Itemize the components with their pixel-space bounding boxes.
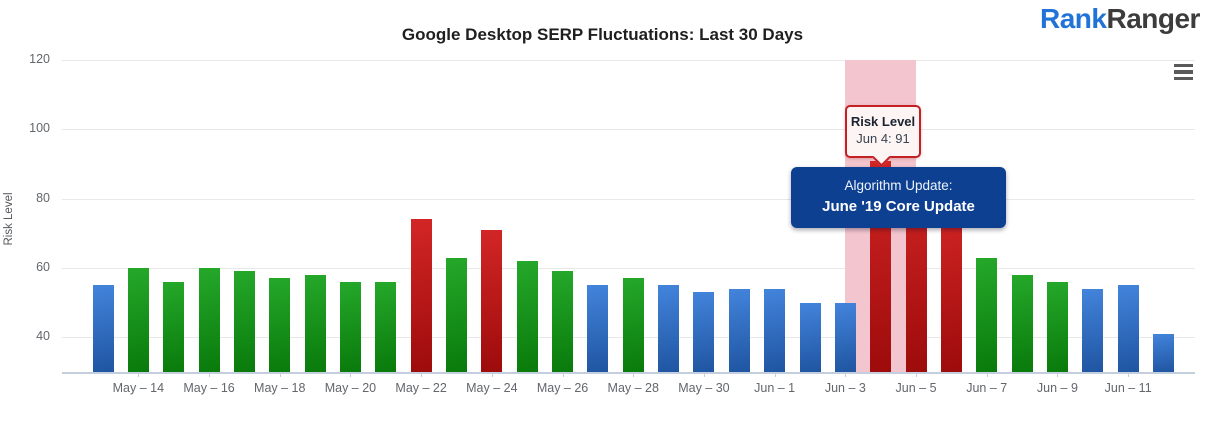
x-tick-mark: [633, 372, 635, 377]
x-tick-label-6: May – 24: [466, 381, 518, 395]
x-tick-label-3: May – 18: [254, 381, 306, 395]
bar-may-17[interactable]: [233, 271, 255, 372]
hamburger-menu-icon[interactable]: [1174, 64, 1193, 80]
bar-jun-12[interactable]: [1153, 333, 1174, 372]
x-tick-label-11: Jun – 3: [824, 381, 866, 395]
x-tick-mark: [491, 372, 493, 377]
bar-may-21[interactable]: [375, 281, 397, 372]
tooltip-title: Risk Level: [850, 114, 916, 129]
x-tick-mark: [138, 372, 140, 377]
bar-may-25[interactable]: [516, 261, 538, 372]
x-tick-label-12: Jun – 5: [895, 381, 937, 395]
x-axis-line: [62, 372, 1195, 374]
bar-jun-1[interactable]: [764, 288, 786, 372]
x-tick-label-7: May – 26: [536, 381, 589, 395]
bar-may-23[interactable]: [446, 257, 467, 372]
x-tick-label-5: May – 22: [395, 381, 447, 395]
x-tick-mark: [562, 372, 564, 377]
bar-jun-10[interactable]: [1082, 288, 1104, 372]
x-tick-mark: [1057, 372, 1059, 377]
bar-may-19[interactable]: [304, 274, 326, 372]
bar-may-20[interactable]: [339, 281, 361, 372]
x-tick-label-2: May – 16: [183, 381, 235, 395]
bar-jun-3[interactable]: [834, 302, 856, 372]
bar-jun-7[interactable]: [976, 257, 998, 372]
x-tick-label-13: Jun – 7: [966, 381, 1008, 395]
bar-may-18[interactable]: [269, 278, 291, 372]
gridline-80: [62, 198, 1195, 200]
x-tick-label-15: Jun – 11: [1104, 381, 1152, 395]
x-tick-mark: [986, 372, 988, 377]
gridline-120: [62, 60, 1195, 61]
x-tick-mark: [1128, 372, 1130, 377]
annotation-line2: June '19 Core Update: [822, 198, 975, 215]
gridline-60: [62, 268, 1195, 269]
y-tick-label-60: 60: [36, 260, 50, 274]
bar-jun-9[interactable]: [1046, 281, 1068, 372]
rankranger-logo[interactable]: RankRanger: [1040, 3, 1218, 35]
bar-jun-6[interactable]: [940, 205, 962, 372]
x-tick-mark: [845, 372, 847, 377]
bar-may-29[interactable]: [658, 285, 680, 372]
y-tick-label-100: 100: [29, 121, 50, 136]
bar-may-22[interactable]: [410, 219, 432, 372]
annotation-line1: Algorithm Update:: [844, 178, 953, 193]
x-tick-label-14: Jun – 9: [1036, 381, 1078, 395]
bar-jun-8[interactable]: [1011, 274, 1033, 372]
bar-may-31[interactable]: [728, 288, 750, 372]
y-axis-label: Risk Level: [3, 192, 15, 246]
bar-may-28[interactable]: [622, 278, 644, 372]
bar-may-27[interactable]: [587, 285, 609, 372]
x-tick-mark: [209, 372, 211, 377]
x-tick-mark: [421, 372, 423, 377]
x-tick-mark: [350, 372, 352, 377]
bar-may-30[interactable]: [693, 292, 715, 372]
bar-may-26[interactable]: [552, 271, 574, 372]
y-tick-label-40: 40: [36, 329, 50, 344]
bar-may-14[interactable]: [127, 268, 149, 372]
x-tick-mark: [916, 372, 918, 377]
algorithm-update-annotation[interactable]: Algorithm Update: June '19 Core Update: [791, 167, 1006, 228]
x-tick-mark: [703, 372, 705, 377]
bar-may-16[interactable]: [198, 268, 220, 372]
x-tick-mark: [279, 372, 281, 377]
bar-jun-2[interactable]: [799, 302, 821, 372]
x-tick-label-9: May – 30: [678, 381, 730, 395]
x-tick-label-8: May – 28: [607, 381, 659, 395]
gridline-100: [62, 129, 1195, 131]
bar-may-24[interactable]: [481, 229, 503, 372]
x-tick-label-10: Jun – 1: [754, 381, 796, 395]
chart-title: Google Desktop SERP Fluctuations: Last 3…: [401, 25, 804, 44]
risk-level-tooltip: Risk Level Jun 4: 91: [845, 105, 921, 167]
tooltip-value: Jun 4: 91: [856, 131, 910, 146]
bar-jun-11[interactable]: [1117, 285, 1139, 372]
x-tick-label-1: May – 14: [112, 381, 165, 395]
y-tick-label-120: 120: [29, 52, 50, 66]
y-tick-label-80: 80: [36, 190, 50, 205]
x-tick-label-4: May – 20: [324, 381, 377, 395]
x-tick-mark: [774, 372, 776, 377]
logo-ranger: Ranger: [1106, 3, 1200, 34]
bar-may-15[interactable]: [163, 281, 185, 372]
bar-may-13[interactable]: [92, 285, 114, 372]
plot-area: [62, 60, 1195, 372]
logo-rank: Rank: [1040, 3, 1107, 34]
